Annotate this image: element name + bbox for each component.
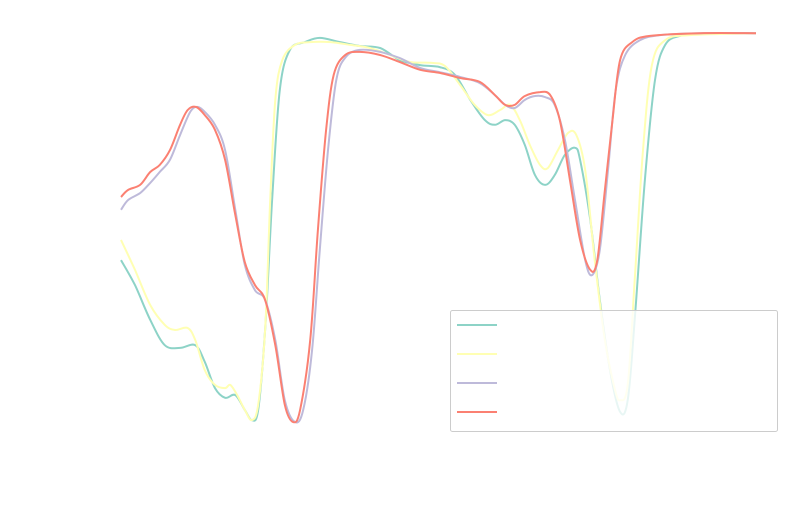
series-line-3 xyxy=(120,32,757,424)
legend xyxy=(450,310,778,432)
series-line-4 xyxy=(120,31,757,424)
legend-frame xyxy=(450,310,778,432)
